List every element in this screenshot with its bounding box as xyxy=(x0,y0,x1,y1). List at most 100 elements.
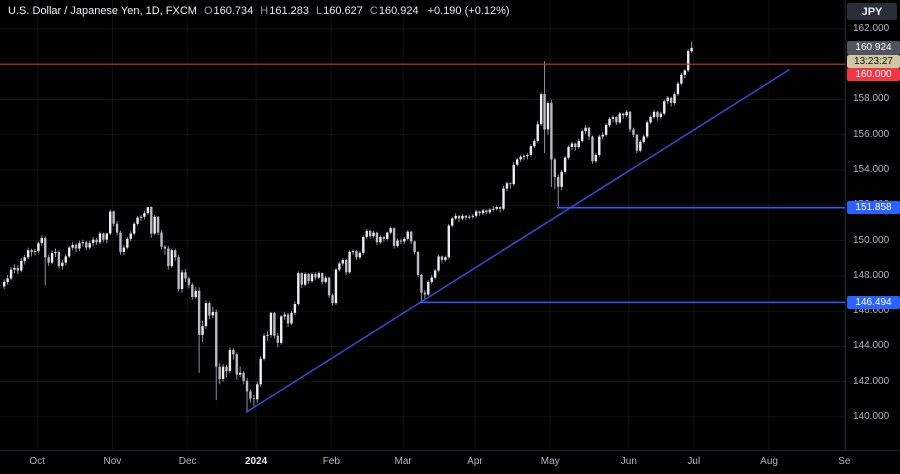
candle-body xyxy=(666,97,669,102)
candle-body xyxy=(37,243,40,252)
price-tick: 140.000 xyxy=(853,410,890,422)
candle-body xyxy=(286,314,290,324)
candle-body xyxy=(594,155,598,162)
candle-body xyxy=(618,113,621,123)
candle-body xyxy=(669,97,673,103)
candle-body xyxy=(468,216,471,218)
candle-body xyxy=(300,273,303,285)
candle-body xyxy=(622,113,625,116)
candle-body xyxy=(392,228,396,246)
candle-body xyxy=(314,274,317,278)
candle-body xyxy=(160,232,163,247)
candle-body xyxy=(560,171,563,187)
candle-body xyxy=(454,215,457,219)
candle-body xyxy=(88,243,91,248)
last-price-badge: 160.924 xyxy=(847,40,900,55)
time-label: May xyxy=(540,456,560,467)
candle-body xyxy=(368,230,372,237)
candle-body xyxy=(81,242,85,244)
candle-body xyxy=(9,269,13,279)
candle-body xyxy=(649,117,652,123)
candle-body xyxy=(204,303,208,327)
time-label: Oct xyxy=(29,456,45,467)
candle-body xyxy=(498,207,502,209)
candle-body xyxy=(478,211,481,214)
level-price-badge[interactable]: 146.494 xyxy=(847,295,900,309)
candle-body xyxy=(437,256,440,271)
candle-body xyxy=(683,70,686,75)
candle-body xyxy=(522,155,526,157)
candle-body xyxy=(143,213,146,217)
price-tick: 156.000 xyxy=(853,128,890,140)
candle-body xyxy=(680,74,683,84)
candle-body xyxy=(663,101,666,114)
candle-body xyxy=(242,372,245,381)
candle-body xyxy=(399,240,403,242)
level-price-badge[interactable]: 151.858 xyxy=(847,201,900,215)
candle-body xyxy=(109,211,112,234)
price-tick: 142.000 xyxy=(853,375,890,387)
candle-body xyxy=(546,102,550,130)
ohlc-close: C160.924 xyxy=(369,5,419,17)
candle-body xyxy=(290,312,293,324)
candle-body xyxy=(375,232,379,243)
candle-body xyxy=(444,257,447,260)
candle-body xyxy=(13,267,16,270)
currency-badge[interactable]: JPY xyxy=(847,3,897,20)
candle-body xyxy=(221,366,225,379)
time-label: Mar xyxy=(394,456,412,467)
candle-body xyxy=(252,398,256,400)
candle-body xyxy=(557,177,560,187)
candle-body xyxy=(276,335,279,343)
candle-body xyxy=(355,251,358,258)
candle-body xyxy=(71,244,74,248)
candle-body xyxy=(321,273,324,282)
candle-body xyxy=(310,274,314,282)
candle-body xyxy=(238,372,242,375)
candle-body xyxy=(464,215,468,218)
time-label: Se xyxy=(838,456,851,467)
candle-body xyxy=(44,237,47,258)
candle-body xyxy=(526,155,529,156)
candle-body xyxy=(297,273,300,305)
candle-body xyxy=(126,238,129,248)
candle-body xyxy=(409,231,413,242)
candle-body xyxy=(197,290,201,335)
candle-body xyxy=(358,252,362,258)
candle-body xyxy=(170,250,173,267)
candle-body xyxy=(211,311,215,316)
candle-body xyxy=(67,247,71,257)
candle-body xyxy=(519,156,522,160)
candle-body xyxy=(611,117,615,119)
candle-body xyxy=(502,188,505,209)
candle-body xyxy=(30,250,33,253)
candle-body xyxy=(628,111,632,130)
candle-body xyxy=(334,269,338,304)
price-axis[interactable]: 162.000160.000158.000156.000154.000152.0… xyxy=(845,0,900,450)
time-axis[interactable]: Oct Nov Dec 2024 Feb Mar Apr May Jun Jul Aug Se xyxy=(0,450,900,474)
candle-body xyxy=(601,134,604,137)
candle-body xyxy=(324,277,327,282)
candle-body xyxy=(659,113,663,118)
candle-body xyxy=(447,225,450,258)
time-label: Jun xyxy=(620,456,637,467)
candle-body xyxy=(416,252,420,275)
candle-body xyxy=(201,326,204,335)
candle-body xyxy=(539,94,543,125)
level-price-badge[interactable]: 160.000 xyxy=(847,67,900,81)
candle-body xyxy=(259,358,262,385)
candle-body xyxy=(461,215,464,219)
candle-body xyxy=(570,143,574,148)
time-label: Dec xyxy=(178,456,197,467)
candle-body xyxy=(351,251,355,253)
candle-body xyxy=(580,131,584,141)
candle-body xyxy=(533,140,536,147)
candle-body xyxy=(474,211,478,216)
candle-body xyxy=(341,259,344,264)
candle-body xyxy=(529,146,533,156)
symbol-title[interactable]: U.S. Dollar / Japanese Yen, 1D, FXCM xyxy=(8,5,197,17)
candle-body xyxy=(85,242,88,248)
candle-body xyxy=(194,290,197,297)
candle-body xyxy=(587,127,591,137)
